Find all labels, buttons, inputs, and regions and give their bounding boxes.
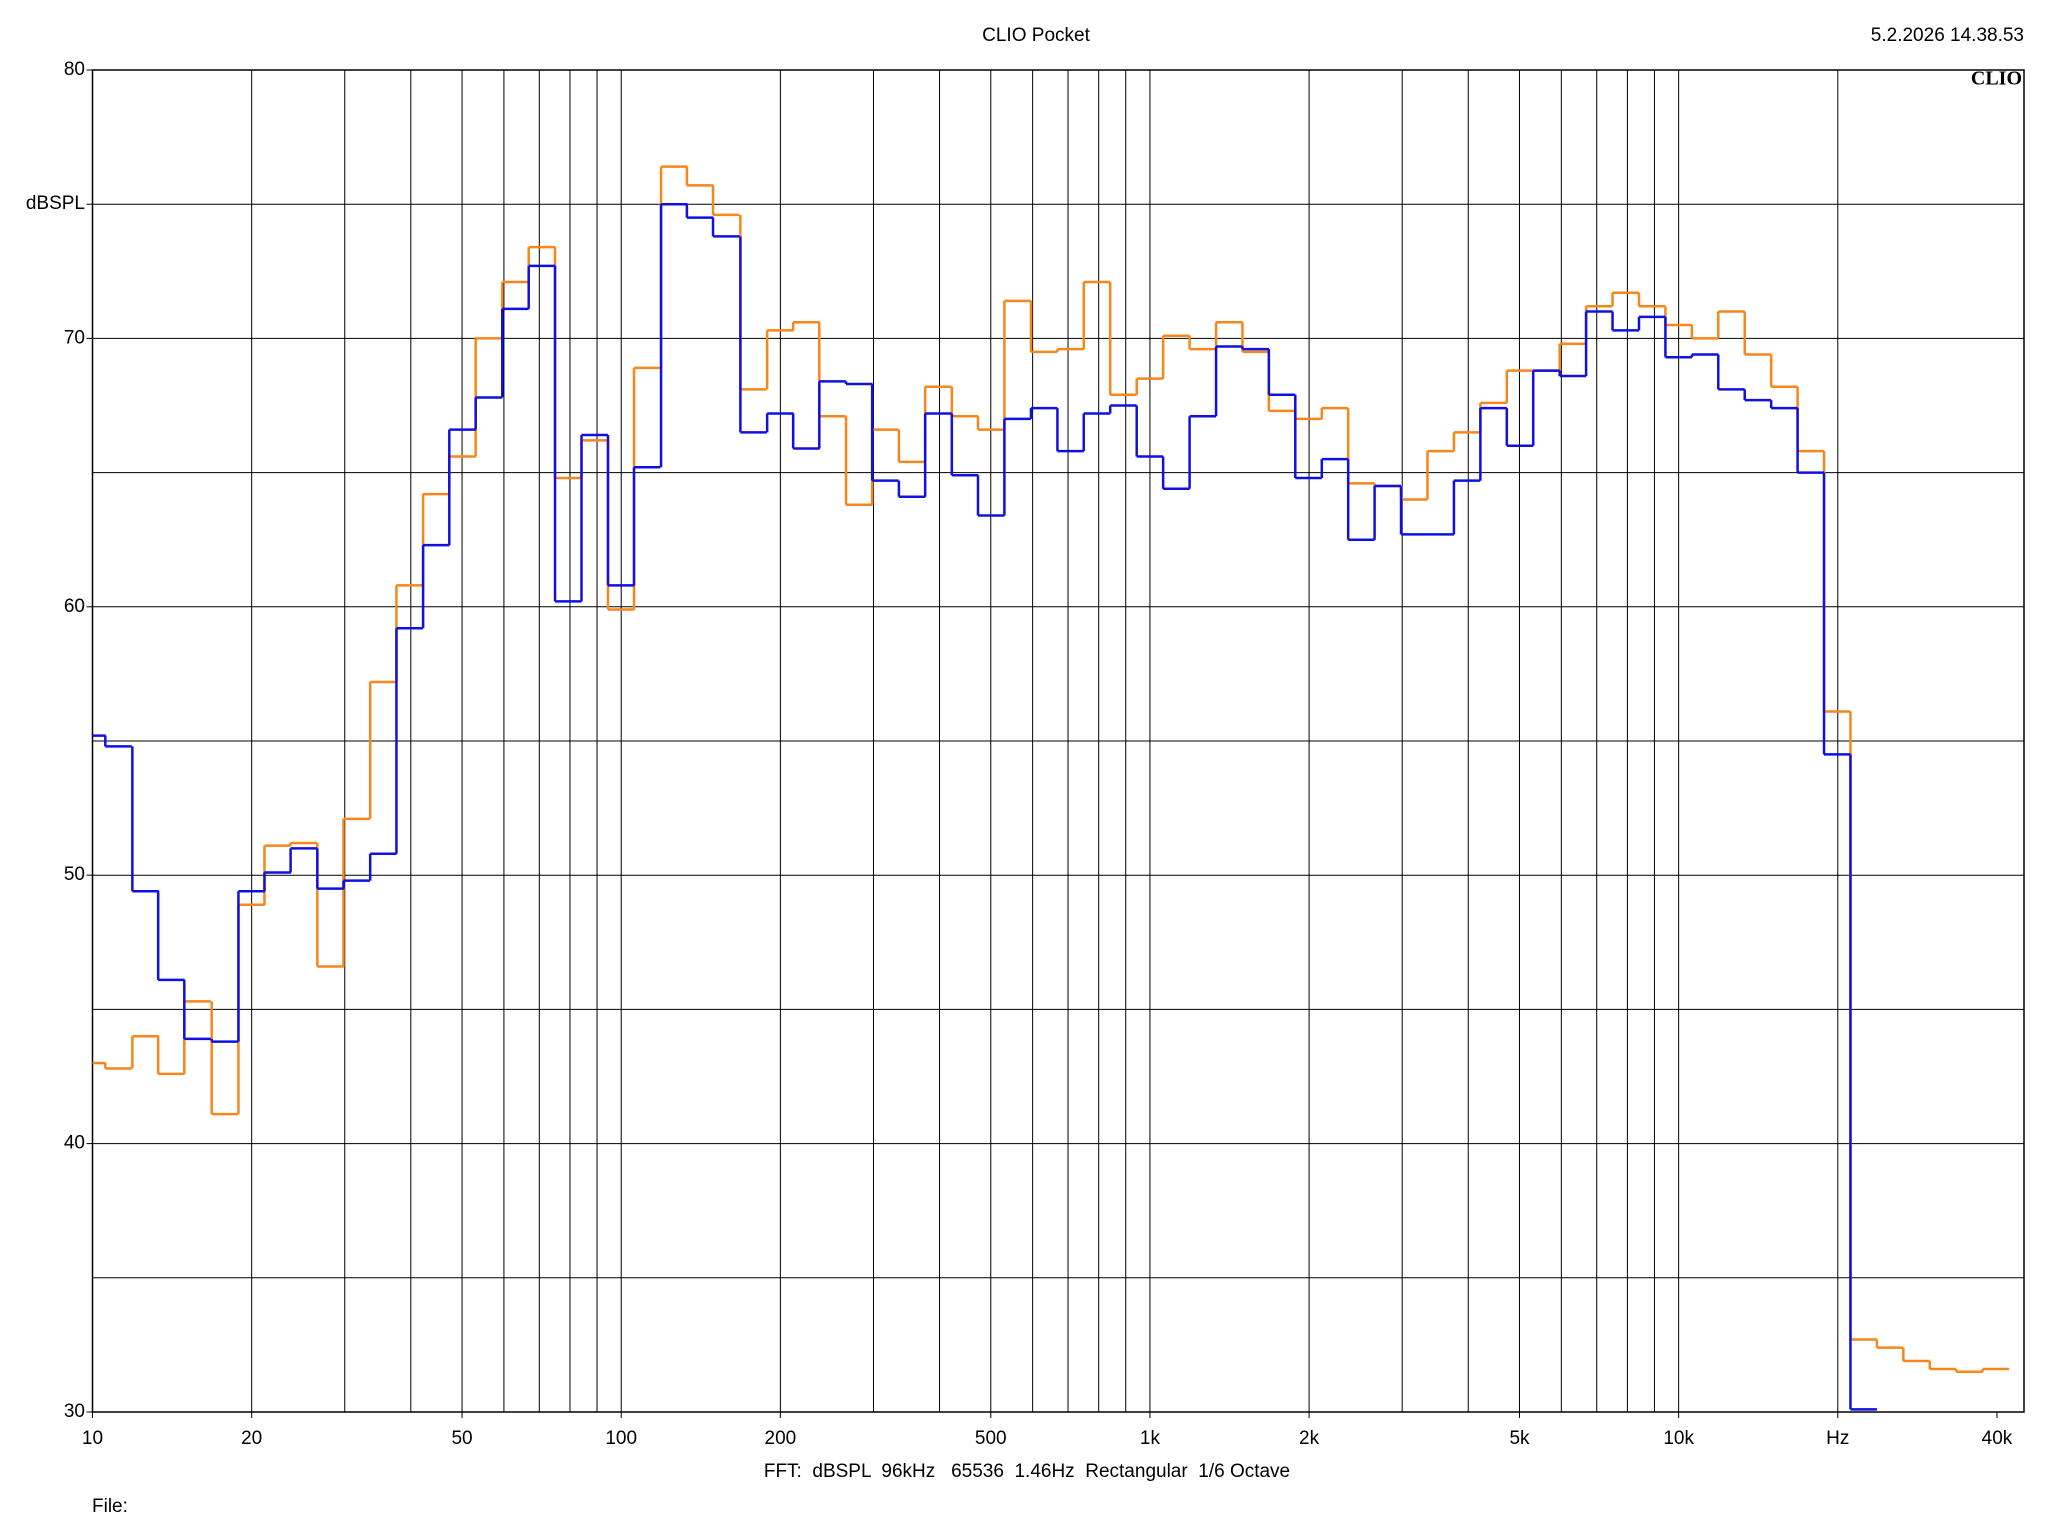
x-tick-label: Hz [1826,1428,1849,1449]
x-tick-label: 500 [975,1428,1007,1449]
x-tick-label: 10 [82,1428,103,1449]
x-tick-label: 1k [1140,1428,1161,1449]
y-tick-label: 30 [64,1401,85,1422]
plot-frame [91,69,2025,1413]
timestamp: 5.2.2026 14.38.53 [1871,25,2024,46]
y-tick-label: 80 [64,59,85,80]
x-tick-label: 200 [765,1428,797,1449]
y-tick-label: 70 [64,327,85,348]
x-tick-label: 2k [1299,1428,1320,1449]
file-label: File: [92,1496,128,1517]
y-tick-label: 40 [64,1133,85,1154]
step-riser [104,204,1852,1410]
x-tick-label: 10k [1663,1428,1694,1449]
logo: CLIO [1971,68,2022,90]
y-tick-label: dBSPL [26,193,85,214]
y-tick-label: 60 [64,596,85,617]
step-riser [104,166,1984,1372]
y-tick-label: 50 [64,864,85,885]
x-tick-label: 100 [605,1428,637,1449]
chart-title: CLIO Pocket [982,25,1090,46]
x-tick-label: 40k [1982,1428,2013,1449]
x-tick-label: 50 [451,1428,472,1449]
x-tick-label: 5k [1509,1428,1530,1449]
footer: FFT: dBSPL 96kHz 65536 1.46Hz Rectangula… [764,1461,1290,1482]
x-tick-label: 20 [241,1428,262,1449]
